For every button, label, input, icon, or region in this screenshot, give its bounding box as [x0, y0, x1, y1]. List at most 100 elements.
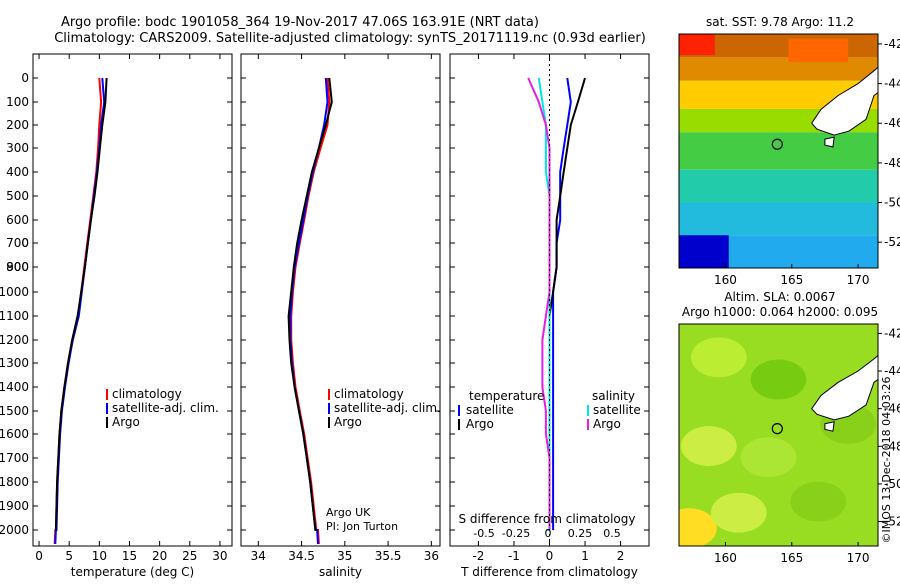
temperature-ytick-label: 700: [6, 236, 29, 250]
salinity-xtick-label: 35.5: [375, 549, 402, 563]
difference-xlabel: T difference from climatology: [460, 565, 638, 579]
sla-map-title-2: Argo h1000: 0.064 h2000: 0.095: [682, 305, 878, 319]
title-line-2: Climatology: CARS2009. Satellite-adjuste…: [54, 31, 646, 46]
sla-map-ytick-label: -42: [884, 326, 900, 340]
sst-band: [679, 169, 878, 203]
diff-xlabel-top: S difference from climatology: [459, 512, 636, 526]
sla-map-ytick-label: -46: [884, 402, 900, 416]
salinity-xtick-label: 36: [424, 549, 439, 563]
temperature-ytick-label: 500: [6, 189, 29, 203]
salinity-series-argo: [287, 77, 333, 531]
sst-map-ytick-label: -42: [884, 37, 900, 51]
diff-stick-label: 0.5: [603, 527, 621, 540]
float-position-marker: [771, 423, 783, 435]
stewart-island: [824, 421, 835, 432]
temperature-ytick-label: 0: [21, 71, 29, 85]
sla-blob: [750, 359, 807, 400]
salinity-xtick-label: 34.5: [288, 549, 315, 563]
salinity-xtick-label: 35: [337, 549, 352, 563]
diff-legend-right-label: satellite: [593, 403, 641, 417]
diff-stick-label: 0: [545, 527, 552, 540]
sla-blob: [790, 481, 847, 522]
difference-xtick-label: 2: [617, 549, 625, 563]
temperature-ytick-label: 900: [6, 260, 29, 274]
temperature-frame: [32, 53, 233, 547]
diff-legend-right-label: Argo: [593, 417, 621, 431]
difference-xtick-label: -2: [472, 549, 484, 563]
temperature-ytick-label: 1500: [0, 404, 29, 418]
temperature-ytick-label: 1900: [0, 499, 29, 513]
sst-map-field: [679, 34, 878, 268]
diff-legend-right-title: salinity: [592, 389, 635, 403]
temperature-xtick-label: 0: [35, 549, 43, 563]
diff-stick-label: -0.5: [473, 527, 494, 540]
sal-legend-label: climatology: [334, 387, 404, 401]
sla-blob: [740, 437, 797, 478]
sla-blob: [710, 492, 767, 533]
sal-annotation-1: Argo UK: [326, 506, 371, 519]
temperature-ytick-label: 600: [6, 213, 29, 227]
sst-warm-patch: [788, 38, 849, 63]
temperature-xtick-label: 20: [152, 549, 167, 563]
difference-series-s-argo: [527, 77, 551, 530]
sla-blob: [680, 426, 737, 467]
sst-map-ytick-label: -44: [884, 77, 900, 91]
temperature-ytick-label: 800: [6, 260, 29, 274]
salinity-frame: [240, 53, 441, 547]
temperature-ytick-label: 0: [21, 236, 29, 250]
temperature-panel: 0 5 10 15 20 25 30 temperature (deg C) 0 100 200 30…: [0, 53, 233, 579]
sla-map-field: [679, 324, 878, 546]
sla-map-ytick-label: -52: [884, 515, 900, 529]
sst-map-ytick-label: -46: [884, 116, 900, 130]
temperature-ytick-label: 1400: [0, 380, 29, 394]
sst-cold-patch: [679, 235, 729, 268]
difference-panel: -2 -1 0 1 2 T difference from climatology -0.5…: [449, 53, 650, 579]
sst-band: [679, 132, 878, 170]
sla-map-ytick-label: -44: [884, 364, 900, 378]
temperature-ytick-label: 1200: [0, 333, 29, 347]
diff-legend-left-title: temperature: [469, 389, 544, 403]
sla-map-ytick-label: -50: [884, 477, 900, 491]
difference-xtick-label: 1: [581, 549, 589, 563]
diff-legend-left-label: satellite: [466, 403, 514, 417]
sla-map-ytick-label: -48: [884, 439, 900, 453]
sst-band: [679, 57, 878, 81]
temperature-ytick-label: 1800: [0, 475, 29, 489]
south-island-landmass: [811, 66, 878, 136]
sla-map-panel: -42 -44 -46 -48 -50 -52 160 165 170: [678, 323, 900, 565]
temperature-ytick-label: 1700: [0, 451, 29, 465]
temperature-ytick-label: 1600: [0, 427, 29, 441]
sla-blob: [690, 337, 747, 378]
temperature-ytick-label: 1300: [0, 356, 29, 370]
sst-map-ytick-label: -52: [884, 235, 900, 249]
sst-map-xtick-label: 170: [847, 273, 870, 287]
difference-xtick-label: 0: [546, 549, 554, 563]
credit-text: ©IMOS 13-Dec-2018 04:03:26: [880, 377, 893, 544]
sst-map-title: sat. SST: 9.78 Argo: 11.2: [706, 15, 854, 29]
sst-warm-patch: [679, 34, 715, 56]
sst-band: [679, 202, 878, 236]
sst-map-frame: [678, 33, 879, 269]
sla-map-xtick-label: 165: [780, 551, 803, 565]
south-island-landmass: [811, 354, 878, 421]
stewart-island: [824, 136, 835, 148]
sla-map-title-1: Altim. SLA: 0.0067: [724, 290, 835, 304]
temperature-ytick-label: 2000: [0, 523, 29, 537]
diff-legend-left-label: Argo: [466, 417, 494, 431]
temperature-xlabel: temperature (deg C): [71, 565, 194, 579]
salinity-panel: 34 34.5 35 35.5 36 salinity climatologysatelli…: [240, 53, 441, 579]
sal-legend-label: satellite-adj. clim.: [334, 401, 441, 415]
temperature-series-argo: [54, 77, 108, 531]
sst-map-ytick-label: -48: [884, 156, 900, 170]
temperature-xtick-label: 15: [122, 549, 137, 563]
sla-map-xtick-label: 160: [714, 551, 737, 565]
sst-map-panel: -42 -44 -46 -48 -50 -52 160 165 170: [678, 33, 900, 287]
difference-series-t-satellite: [552, 77, 572, 530]
temperature-xtick-label: 10: [92, 549, 107, 563]
temp-legend-label: satellite-adj. clim.: [112, 401, 219, 415]
float-position-marker: [771, 138, 783, 150]
sla-blob: [679, 508, 717, 546]
sla-map-xtick-label: 170: [847, 551, 870, 565]
